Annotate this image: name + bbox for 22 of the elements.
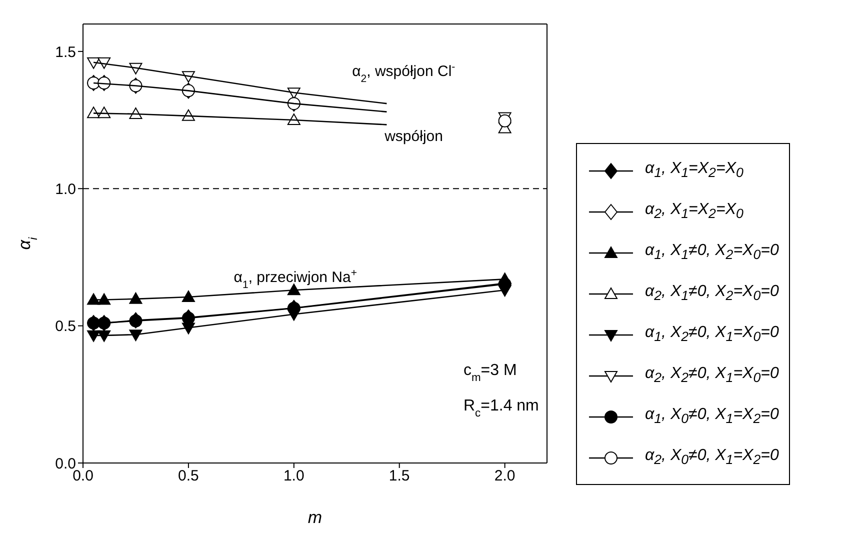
x-tick-label: 1.5 (388, 468, 410, 485)
x-tick-label: 0.0 (72, 468, 94, 485)
x-tick-label: 2.0 (494, 468, 516, 485)
x-tick-label: 0.5 (178, 468, 199, 485)
annotation: c$_{m}$=3 M (463, 362, 517, 384)
y-tick-label: 0.5 (55, 318, 76, 336)
text: α$_{1}$, X$_{0}$≠0, X$_{1}$=X$_{2}$=0 (645, 406, 779, 427)
x-tick-label: 1.0 (283, 468, 304, 485)
text: α$_{2}$, X$_{2}$≠0, X$_{1}$=X$_{0}$=0 (645, 365, 779, 386)
y-tick-label: 1.0 (55, 180, 76, 198)
text: α$_{1}$, X$_{1}$≠0, X$_{2}$=X$_{0}$=0 (645, 242, 779, 263)
text: α$_{1}$, X$_{2}$≠0, X$_{1}$=X$_{0}$=0 (645, 324, 779, 345)
legend-label: α$_{1}$, X$_{1}$=X$_{2}$=X$_{0}$ (645, 160, 744, 181)
legend-label: α$_{2}$, X$_{1}$=X$_{2}$=X$_{0}$ (645, 201, 744, 222)
text: α$_{2}$, X$_{0}$≠0, X$_{1}$=X$_{2}$=0 (645, 447, 779, 468)
annotation: współjon (384, 128, 443, 145)
annotation: α$_{2}$, współjon Cl$^{-}$ (352, 60, 456, 85)
text: α$_{2}$, X$_{1}$≠0, X$_{2}$=X$_{0}$=0 (645, 283, 779, 304)
x-axis-title: m (308, 508, 322, 527)
y-tick-label: 1.5 (55, 44, 76, 61)
annotation: α$_{1}$, przeciwjon Na$^{+}$ (234, 267, 358, 292)
annotation: R$_{c}$=1.4 nm (463, 397, 539, 420)
